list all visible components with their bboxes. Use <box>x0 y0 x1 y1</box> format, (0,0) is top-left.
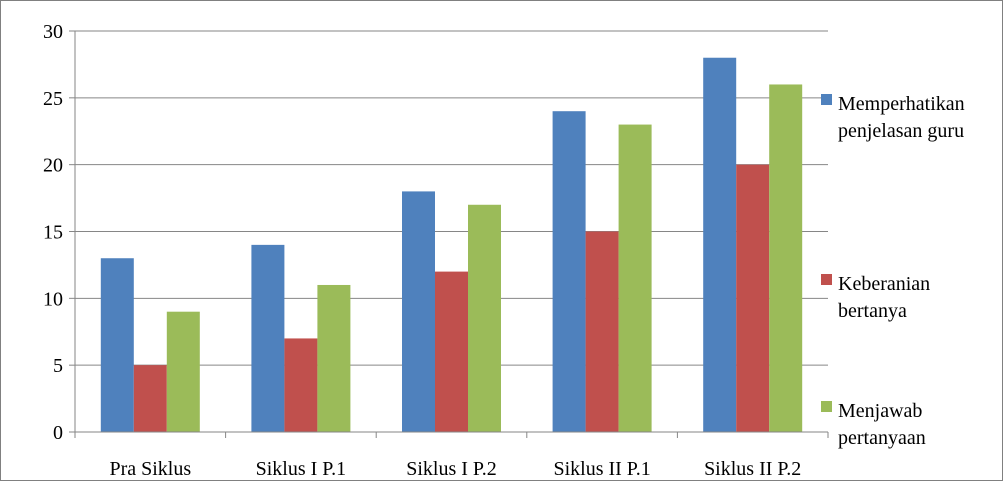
y-tick-label: 5 <box>53 355 63 377</box>
bar <box>133 365 167 432</box>
bar <box>552 111 586 432</box>
gridlines <box>75 30 828 366</box>
legend-label: Menjawab <box>838 400 922 422</box>
bar <box>585 231 619 432</box>
y-tick-label: 0 <box>53 422 63 444</box>
y-tick-labels: 0 5 10 15 20 25 30 <box>43 21 63 444</box>
bar <box>618 124 652 433</box>
bar <box>251 244 285 432</box>
bar <box>703 57 737 432</box>
bar <box>284 338 318 432</box>
bar <box>402 191 435 432</box>
legend: Memperhatikan penjelasan guru Keberanian be… <box>821 93 965 449</box>
y-tick-label: 30 <box>43 21 63 43</box>
y-tick-label: 10 <box>43 288 63 310</box>
bar <box>317 284 351 432</box>
legend-label: penjelasan guru <box>838 120 964 142</box>
bar <box>736 164 770 432</box>
legend-label: bertanya <box>838 300 907 322</box>
legend-swatch <box>821 94 832 105</box>
x-tick-label: Siklus I P.2 <box>406 458 497 480</box>
legend-label: pertanyaan <box>838 427 926 449</box>
x-tick-label: Pra Siklus <box>109 458 191 480</box>
bar <box>100 258 134 432</box>
x-tick-label: Siklus II P.2 <box>704 458 801 480</box>
bar <box>769 84 803 432</box>
y-tick-label: 20 <box>43 155 63 177</box>
x-tick-labels: Pra Siklus Siklus I P.1 Siklus I P.2 Siklus… <box>109 458 801 480</box>
bar <box>435 271 468 432</box>
x-tick-label: Siklus I P.1 <box>256 458 347 480</box>
bars <box>100 57 803 433</box>
legend-swatch <box>821 401 832 412</box>
axes <box>69 30 829 438</box>
bar <box>166 311 200 432</box>
legend-label: Memperhatikan <box>838 93 965 115</box>
legend-label: Keberanian <box>838 273 930 295</box>
y-tick-label: 15 <box>43 222 63 244</box>
bar <box>468 204 501 432</box>
x-tick-label: Siklus II P.1 <box>553 458 650 480</box>
legend-swatch <box>821 274 832 285</box>
y-tick-label: 25 <box>43 88 63 110</box>
